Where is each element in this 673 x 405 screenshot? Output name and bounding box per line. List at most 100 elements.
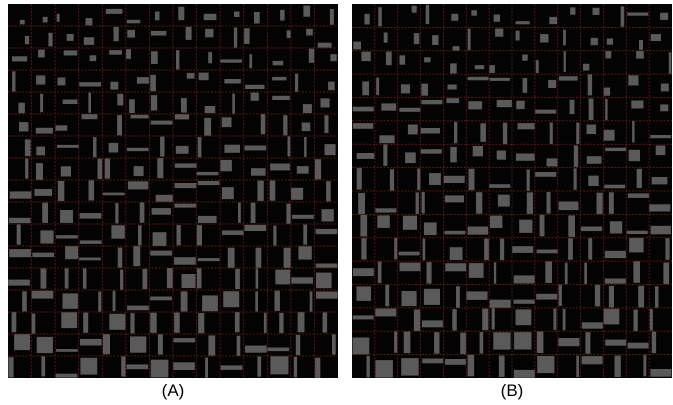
grid-box xyxy=(203,13,217,21)
grid-box xyxy=(181,98,187,113)
grid-box xyxy=(250,202,256,223)
grid-box xyxy=(584,262,587,285)
grid-box xyxy=(244,145,267,151)
grid-box xyxy=(581,322,603,329)
grid-box xyxy=(460,332,466,355)
grid-box xyxy=(176,50,180,70)
grid-box xyxy=(104,158,111,179)
grid-box xyxy=(223,291,240,308)
grid-box xyxy=(627,193,649,198)
grid-box xyxy=(304,137,307,158)
grid-box xyxy=(272,76,287,81)
grid-box xyxy=(18,102,25,114)
grid-box xyxy=(535,172,557,177)
grid-box xyxy=(97,158,103,179)
grid-box xyxy=(632,121,635,143)
grid-box xyxy=(444,230,466,235)
grid-box xyxy=(303,5,311,17)
grid-box xyxy=(513,299,535,304)
grid-box xyxy=(605,98,608,121)
grid-box xyxy=(489,299,511,308)
grid-box xyxy=(130,114,149,119)
grid-box xyxy=(232,93,235,114)
grid-box xyxy=(324,115,329,133)
grid-box xyxy=(295,73,299,92)
grid-box xyxy=(205,28,214,38)
grid-box xyxy=(651,177,668,185)
grid-box xyxy=(56,13,60,22)
grid-box xyxy=(513,369,535,378)
grid-box xyxy=(36,75,46,85)
grid-box xyxy=(286,203,291,224)
grid-box xyxy=(394,237,398,260)
grid-box xyxy=(25,158,29,179)
grid-box xyxy=(40,93,44,113)
grid-box xyxy=(283,247,291,268)
grid-box xyxy=(592,7,600,15)
grid-box xyxy=(493,332,511,350)
grid-box xyxy=(257,180,264,201)
grid-box xyxy=(364,13,370,25)
grid-box xyxy=(537,355,555,374)
grid-box xyxy=(423,288,440,305)
grid-box xyxy=(224,144,240,153)
grid-box xyxy=(660,12,669,20)
grid-box xyxy=(451,13,459,21)
grid-box xyxy=(38,49,45,58)
grid-box xyxy=(315,357,321,378)
grid-box xyxy=(103,334,110,355)
grid-box xyxy=(403,331,411,354)
grid-box xyxy=(181,274,196,288)
grid-box xyxy=(227,247,235,268)
grid-box xyxy=(197,258,220,262)
grid-box xyxy=(198,313,205,334)
grid-box xyxy=(287,136,291,157)
grid-box xyxy=(139,202,145,223)
grid-box xyxy=(150,120,173,125)
grid-box xyxy=(324,144,336,156)
grid-box xyxy=(558,338,580,347)
grid-box xyxy=(358,192,365,215)
grid-box xyxy=(198,215,217,223)
grid-box xyxy=(605,51,612,59)
grid-box xyxy=(173,338,196,343)
grid-box xyxy=(245,84,265,89)
grid-box xyxy=(608,285,614,308)
grid-box xyxy=(383,32,388,43)
grid-box xyxy=(270,356,289,375)
grid-box xyxy=(522,54,528,61)
grid-box xyxy=(11,312,17,333)
grid-box xyxy=(606,38,613,45)
grid-box xyxy=(8,279,30,286)
grid-box xyxy=(317,42,332,48)
grid-box xyxy=(88,180,95,201)
grid-box xyxy=(238,202,241,223)
grid-box xyxy=(536,249,558,254)
grid-box xyxy=(19,122,29,132)
grid-box xyxy=(136,77,149,84)
grid-box xyxy=(160,136,165,157)
grid-box xyxy=(633,309,638,331)
grid-box xyxy=(138,225,142,246)
grid-box xyxy=(352,315,374,320)
grid-box xyxy=(432,35,439,45)
grid-box xyxy=(353,41,361,50)
grid-box xyxy=(221,187,234,200)
grid-box xyxy=(424,57,431,63)
grid-box xyxy=(421,83,428,96)
grid-box xyxy=(422,358,444,364)
grid-box xyxy=(220,159,232,172)
grid-box xyxy=(588,98,594,120)
grid-box xyxy=(514,332,532,350)
grid-box xyxy=(474,65,485,70)
grid-box xyxy=(61,312,78,329)
grid-box xyxy=(588,175,599,186)
grid-box xyxy=(515,30,520,41)
grid-box xyxy=(255,247,262,268)
grid-box xyxy=(274,290,280,311)
grid-box xyxy=(79,257,101,261)
grid-box xyxy=(255,268,259,289)
grid-box xyxy=(316,272,332,289)
grid-box xyxy=(539,214,545,237)
grid-box xyxy=(208,335,216,356)
